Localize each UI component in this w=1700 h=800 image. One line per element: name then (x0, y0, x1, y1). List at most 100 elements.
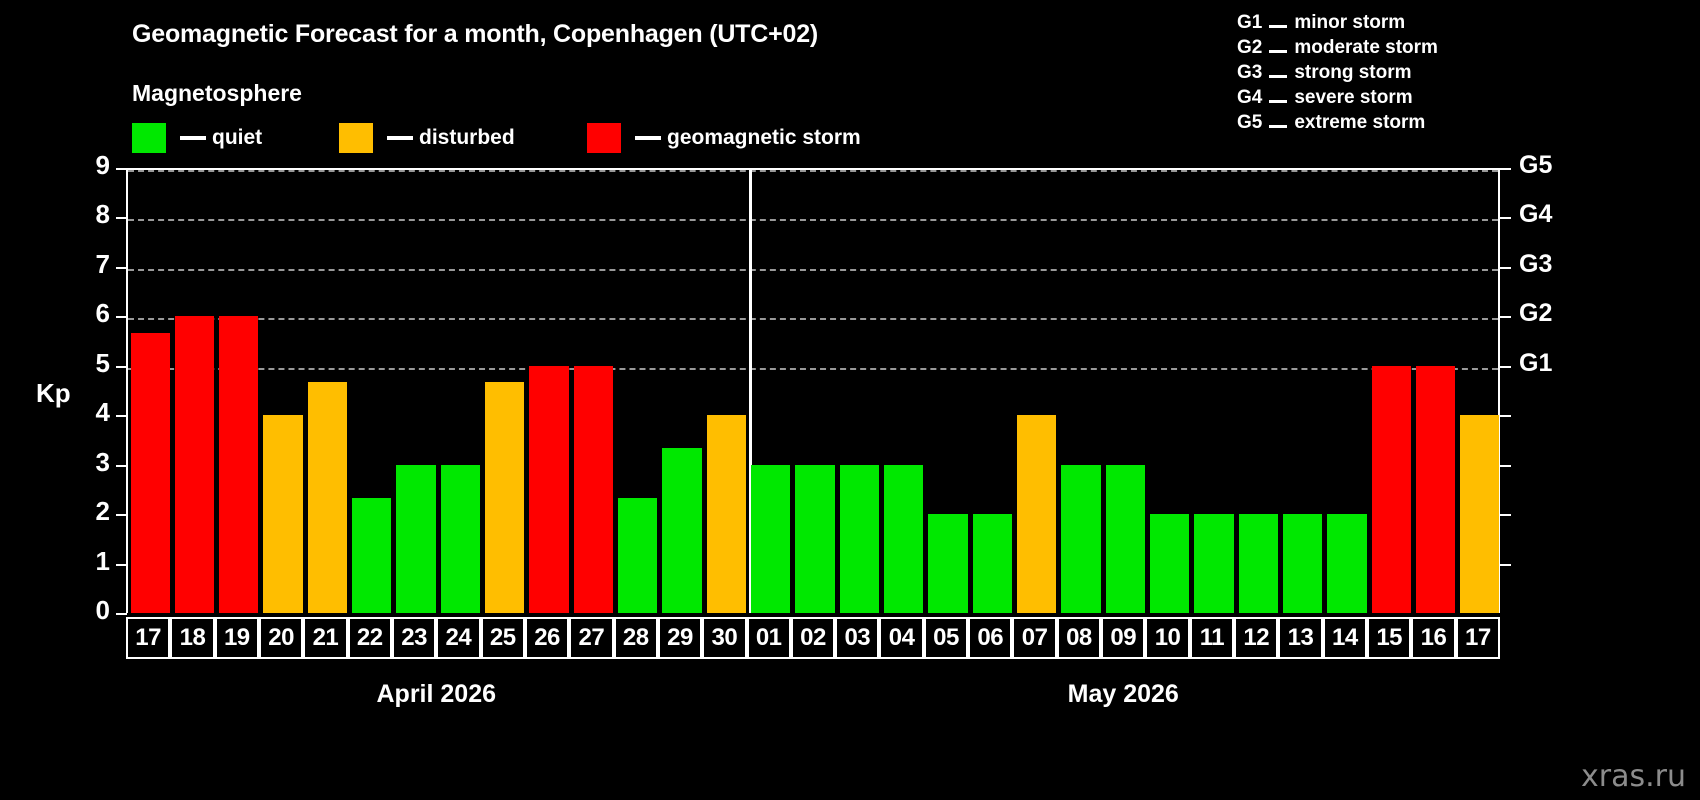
date-label-may-02[interactable]: 02 (790, 617, 836, 659)
y-axis-tick-label-9: 9 (95, 150, 110, 180)
date-label-april-28[interactable]: 28 (613, 617, 658, 659)
bar-may-15[interactable] (1371, 365, 1411, 613)
date-label-may-12[interactable]: 12 (1234, 617, 1279, 659)
bar-may-07[interactable] (1016, 415, 1057, 613)
bar-may-08[interactable] (1061, 464, 1101, 613)
legend-label: quiet (212, 126, 263, 149)
date-label-may-05[interactable]: 05 (923, 617, 969, 659)
g-axis-minor-tick-4 (1500, 415, 1511, 418)
date-label-may-06[interactable]: 06 (968, 617, 1013, 659)
gscale-description: severe storm (1294, 87, 1413, 108)
bar-april-24[interactable] (440, 464, 481, 613)
date-label-april-22[interactable]: 22 (347, 617, 392, 659)
bar-april-20[interactable] (263, 415, 303, 613)
bar-april-21[interactable] (307, 382, 348, 613)
g-axis-label-g2: G2 (1519, 299, 1553, 328)
date-label-may-17[interactable]: 17 (1455, 617, 1500, 659)
gridline-kp-9 (128, 170, 1498, 172)
bar-may-06[interactable] (972, 514, 1012, 613)
gscale-row-g1: G1 minor storm (1237, 12, 1567, 37)
date-label-april-17[interactable]: 17 (126, 617, 171, 659)
watermark: xras.ru (1581, 759, 1686, 794)
date-label-may-11[interactable]: 11 (1189, 617, 1235, 659)
bar-may-14[interactable] (1327, 514, 1367, 613)
y-axis-tick-label-3: 3 (95, 446, 110, 477)
bar-may-05[interactable] (928, 514, 968, 613)
date-label-april-23[interactable]: 23 (391, 617, 437, 659)
legend-item-disturbed: disturbed (339, 123, 515, 153)
bar-april-25[interactable] (485, 382, 525, 613)
legend-label: disturbed (419, 126, 515, 149)
date-label-april-27[interactable]: 27 (569, 617, 614, 659)
date-label-may-13[interactable]: 13 (1278, 617, 1323, 659)
g-axis-tick-g3 (1500, 266, 1511, 269)
date-label-may-15[interactable]: 15 (1367, 617, 1412, 659)
gscale-description: extreme storm (1294, 112, 1426, 133)
g-axis-tick-g4 (1500, 217, 1511, 220)
bars-layer (128, 170, 1500, 613)
g-axis-minor-tick-3 (1500, 464, 1511, 467)
bar-april-17[interactable] (130, 332, 170, 613)
bar-may-10[interactable] (1149, 514, 1190, 613)
date-label-april-18[interactable]: 18 (170, 617, 215, 659)
date-label-april-26[interactable]: 26 (524, 617, 570, 659)
legend-dash-icon (635, 136, 661, 140)
legend-label: geomagnetic storm (667, 126, 861, 149)
g-axis-label-g5: G5 (1519, 151, 1553, 179)
y-axis-tick-7 (116, 266, 127, 269)
gridline-kp-6 (128, 318, 1498, 321)
bar-may-17[interactable] (1460, 415, 1500, 613)
bar-may-11[interactable] (1194, 514, 1234, 613)
g-scale-legend: G1 minor storm G2 moderate storm G3 strong st… (1237, 12, 1567, 137)
legend-swatch-geomagnetic-storm (587, 123, 621, 153)
date-label-april-21[interactable]: 21 (303, 617, 348, 659)
date-label-april-24[interactable]: 24 (436, 617, 481, 659)
month-label-april: April 2026 (376, 680, 497, 708)
bar-may-02[interactable] (795, 464, 835, 613)
bar-may-16[interactable] (1415, 365, 1456, 613)
date-label-april-20[interactable]: 20 (258, 617, 304, 659)
date-label-may-01[interactable]: 01 (746, 617, 791, 659)
date-label-april-30[interactable]: 30 (702, 617, 747, 659)
page-title: Geomagnetic Forecast for a month, Copenh… (132, 20, 819, 48)
bar-april-26[interactable] (529, 365, 569, 613)
y-axis-tick-5 (116, 365, 127, 368)
bar-april-30[interactable] (706, 415, 746, 613)
bar-april-23[interactable] (396, 464, 436, 613)
bar-may-12[interactable] (1238, 514, 1278, 613)
plot-inner (128, 168, 1498, 613)
bar-may-04[interactable] (883, 464, 924, 613)
bar-april-27[interactable] (573, 365, 614, 613)
date-label-may-08[interactable]: 08 (1056, 617, 1102, 659)
legend-dash-icon (387, 136, 413, 140)
date-label-april-19[interactable]: 19 (214, 617, 259, 659)
bar-may-01[interactable] (751, 464, 791, 613)
date-label-may-03[interactable]: 03 (835, 617, 880, 659)
bar-may-09[interactable] (1105, 464, 1145, 613)
bar-may-13[interactable] (1282, 514, 1323, 613)
gridline-kp-8 (128, 219, 1498, 222)
gscale-description: minor storm (1294, 12, 1406, 33)
date-label-april-25[interactable]: 25 (480, 617, 525, 659)
date-label-may-14[interactable]: 14 (1322, 617, 1368, 659)
bar-april-22[interactable] (352, 497, 392, 613)
bar-april-29[interactable] (662, 448, 702, 613)
bar-may-03[interactable] (839, 464, 879, 613)
date-label-may-16[interactable]: 16 (1411, 617, 1456, 659)
bar-april-28[interactable] (618, 497, 658, 613)
date-label-may-10[interactable]: 10 (1145, 617, 1190, 659)
legend-item-quiet: quiet (132, 123, 262, 153)
date-label-may-09[interactable]: 09 (1101, 617, 1146, 659)
month-label-may: May 2026 (1067, 680, 1179, 708)
g-axis-tick-g1 (1500, 365, 1511, 368)
bar-april-19[interactable] (219, 316, 259, 613)
y-axis-tick-label-7: 7 (95, 248, 110, 279)
date-label-may-07[interactable]: 07 (1012, 617, 1057, 659)
date-label-april-29[interactable]: 29 (657, 617, 703, 659)
y-axis-tick-1 (116, 563, 127, 566)
date-label-may-04[interactable]: 04 (879, 617, 924, 659)
bar-april-18[interactable] (174, 316, 215, 613)
gscale-key: G1 (1237, 12, 1263, 33)
gscale-description: strong storm (1294, 62, 1412, 83)
gscale-dash-icon (1269, 100, 1288, 103)
